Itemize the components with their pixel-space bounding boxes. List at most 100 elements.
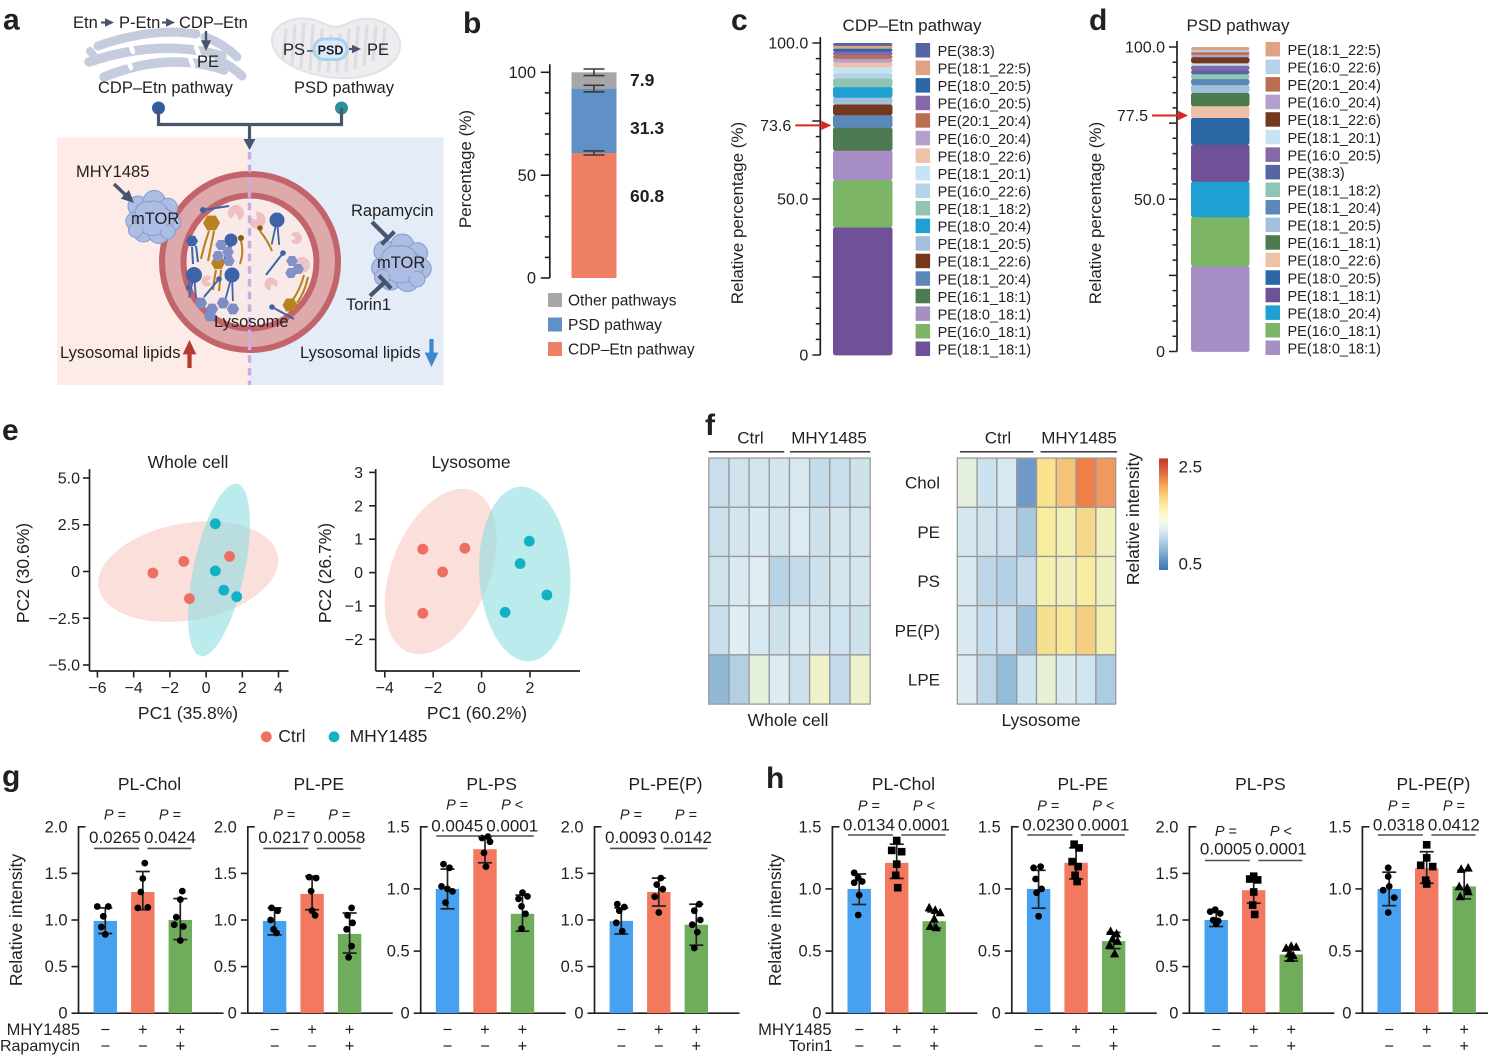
svg-text:PS: PS [283, 41, 305, 59]
svg-text:0: 0 [812, 1005, 821, 1023]
svg-text:PE(16:0_22:6): PE(16:0_22:6) [1288, 61, 1382, 77]
svg-text:P =: P = [620, 808, 642, 824]
svg-text:PE(18:0_22:6): PE(18:0_22:6) [1288, 254, 1382, 270]
svg-text:Relative percentage (%): Relative percentage (%) [1086, 122, 1105, 304]
svg-text:PE(18:1_22:5): PE(18:1_22:5) [938, 62, 1032, 78]
svg-text:−: − [1034, 1021, 1044, 1039]
svg-text:–: – [307, 41, 317, 59]
svg-text:Torin1: Torin1 [789, 1038, 833, 1055]
svg-text:PE(18:1_22:6): PE(18:1_22:6) [938, 255, 1032, 271]
svg-text:1.0: 1.0 [1155, 912, 1178, 930]
svg-text:+: + [518, 1021, 528, 1039]
svg-text:Whole cell: Whole cell [148, 452, 229, 472]
svg-text:1.5: 1.5 [798, 818, 821, 836]
svg-text:0.5: 0.5 [798, 943, 821, 961]
svg-text:1.5: 1.5 [1328, 818, 1351, 836]
svg-text:3: 3 [354, 465, 363, 482]
svg-text:1.5: 1.5 [387, 818, 410, 836]
svg-text:PE(18:0_20:4): PE(18:0_20:4) [938, 220, 1032, 236]
svg-text:7.9: 7.9 [630, 70, 655, 90]
svg-text:PE(18:1_22:5): PE(18:1_22:5) [1288, 43, 1382, 59]
svg-text:+: + [1109, 1021, 1119, 1039]
svg-text:1: 1 [354, 532, 363, 549]
svg-text:100.0: 100.0 [1125, 40, 1165, 57]
svg-text:PE(18:1_20:1): PE(18:1_20:1) [1288, 131, 1382, 147]
svg-text:Ctrl: Ctrl [985, 429, 1011, 448]
svg-text:+: + [1459, 1021, 1469, 1039]
svg-text:c: c [731, 4, 748, 37]
svg-text:0.0001: 0.0001 [898, 816, 950, 835]
svg-text:−4: −4 [125, 680, 143, 697]
svg-text:1.5: 1.5 [561, 865, 584, 883]
svg-text:PE(18:1_18:2): PE(18:1_18:2) [1288, 184, 1382, 200]
svg-text:0: 0 [1169, 1005, 1178, 1023]
svg-text:0.0134: 0.0134 [843, 816, 895, 835]
svg-text:+: + [1286, 1037, 1296, 1055]
svg-text:0: 0 [799, 348, 808, 365]
svg-text:−: − [892, 1037, 902, 1055]
svg-text:Lysosome: Lysosome [1001, 710, 1080, 730]
svg-text:MHY1485: MHY1485 [7, 1021, 80, 1039]
svg-text:MHY1485: MHY1485 [791, 429, 867, 448]
svg-text:−: − [270, 1037, 280, 1055]
svg-text:PE(18:1_20:5): PE(18:1_20:5) [1288, 219, 1382, 235]
svg-text:2.5: 2.5 [1179, 458, 1203, 477]
svg-text:−: − [1034, 1037, 1044, 1055]
svg-text:0: 0 [527, 270, 536, 288]
svg-text:+: + [1249, 1021, 1259, 1039]
svg-text:+: + [480, 1021, 490, 1039]
svg-text:PE(16:0_20:5): PE(16:0_20:5) [1288, 148, 1382, 164]
svg-text:CDP–Etn pathway: CDP–Etn pathway [98, 79, 234, 97]
svg-text:0.5: 0.5 [561, 958, 584, 976]
svg-text:0: 0 [477, 680, 486, 697]
svg-text:+: + [654, 1021, 664, 1039]
svg-text:PE(18:1_20:1): PE(18:1_20:1) [938, 167, 1032, 183]
svg-text:PE(16:1_18:1): PE(16:1_18:1) [1288, 236, 1382, 252]
svg-text:P <: P < [913, 799, 935, 815]
svg-text:P =: P = [273, 808, 295, 824]
svg-text:+: + [1286, 1021, 1296, 1039]
svg-text:Rapamycin: Rapamycin [0, 1038, 80, 1055]
svg-text:50: 50 [518, 167, 536, 185]
svg-text:P =: P = [328, 808, 350, 824]
svg-text:−: − [307, 1037, 317, 1055]
svg-text:+: + [1071, 1021, 1081, 1039]
svg-text:2.0: 2.0 [1155, 818, 1178, 836]
svg-text:2.0: 2.0 [214, 818, 237, 836]
svg-text:−: − [616, 1021, 626, 1039]
svg-text:2.0: 2.0 [561, 818, 584, 836]
svg-text:+: + [175, 1021, 185, 1039]
svg-text:2: 2 [526, 680, 535, 697]
svg-text:−: − [616, 1037, 626, 1055]
svg-text:Other pathways: Other pathways [568, 293, 677, 310]
svg-text:0.0001: 0.0001 [1255, 840, 1307, 859]
svg-text:0.5: 0.5 [1155, 958, 1178, 976]
svg-text:0.0001: 0.0001 [1077, 816, 1129, 835]
svg-text:+: + [929, 1037, 939, 1055]
svg-text:−: − [138, 1037, 148, 1055]
svg-text:P <: P < [1270, 824, 1292, 840]
svg-text:PE: PE [367, 41, 389, 59]
svg-text:−: − [100, 1021, 110, 1039]
svg-text:0.0424: 0.0424 [144, 828, 196, 847]
svg-text:PE(18:1_20:4): PE(18:1_20:4) [1288, 201, 1382, 217]
svg-text:PE(P): PE(P) [895, 621, 940, 640]
svg-text:PE(18:1_22:6): PE(18:1_22:6) [1288, 113, 1382, 129]
svg-text:PE(18:1_18:1): PE(18:1_18:1) [1288, 289, 1382, 305]
svg-text:0: 0 [71, 564, 80, 581]
svg-text:0.0005: 0.0005 [1200, 840, 1252, 859]
svg-text:P =: P = [858, 799, 880, 815]
svg-text:0: 0 [574, 1005, 583, 1023]
svg-text:4: 4 [274, 680, 283, 697]
svg-text:50.0: 50.0 [1134, 192, 1165, 209]
svg-text:+: + [691, 1037, 701, 1055]
svg-text:PE(16:0_20:4): PE(16:0_20:4) [1288, 96, 1382, 112]
svg-text:−: − [1384, 1021, 1394, 1039]
svg-text:2.5: 2.5 [58, 517, 80, 534]
svg-text:0.5: 0.5 [214, 958, 237, 976]
svg-text:1.0: 1.0 [561, 912, 584, 930]
svg-text:+: + [1422, 1021, 1432, 1039]
svg-text:0.0093: 0.0093 [605, 828, 657, 847]
svg-text:0: 0 [202, 680, 211, 697]
svg-text:0.0265: 0.0265 [89, 828, 141, 847]
